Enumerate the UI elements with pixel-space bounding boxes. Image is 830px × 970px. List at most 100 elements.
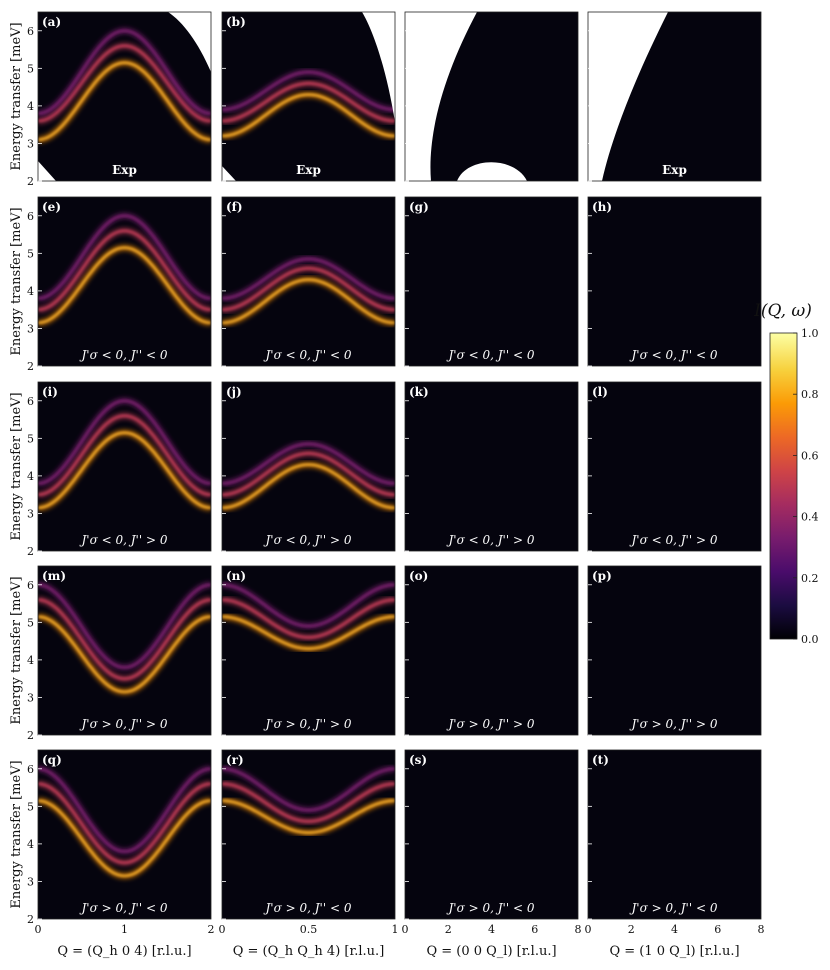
- dispersion-band: [38, 214, 211, 300]
- panel-e: (e) J'σ < 0, J'' < 0: [37, 196, 212, 367]
- panel-a: (a) Exp: [37, 11, 212, 182]
- x-tick-label: 2: [628, 923, 635, 936]
- panel-caption: J'σ > 0, J'' > 0: [446, 717, 535, 731]
- dispersion-band: [38, 583, 211, 669]
- y-axis-label: Energy transfer [meV]: [9, 207, 24, 355]
- panel-label: (e): [42, 200, 61, 214]
- y-tick-label: 2: [27, 360, 34, 373]
- panel-caption: J'σ > 0, J'' > 0: [629, 717, 718, 731]
- panel-background: [588, 750, 761, 919]
- no-coverage-mask: [588, 12, 668, 181]
- panel-label: (g): [409, 200, 429, 214]
- x-tick-label: 0: [585, 923, 592, 936]
- dispersion-band: [222, 782, 395, 823]
- dispersion-band: [38, 61, 211, 141]
- x-tick-label: 0.5: [300, 923, 318, 936]
- panel-label: (s): [409, 753, 427, 767]
- dispersion-band: [38, 44, 211, 122]
- panel-p: (p) J'σ > 0, J'' > 0: [587, 565, 762, 736]
- dispersion-band: [222, 615, 395, 650]
- panel-frame: [37, 565, 212, 736]
- dispersion-band: [222, 767, 395, 812]
- panel-background: [405, 566, 578, 735]
- dispersion-band: [38, 246, 211, 324]
- panel-caption: Exp: [296, 163, 321, 177]
- panel-frame: [37, 196, 212, 367]
- dispersion-band: [38, 615, 211, 693]
- y-tick-label: 6: [27, 579, 34, 592]
- panel-background: [405, 382, 578, 551]
- colorbar-gradient: [769, 332, 798, 640]
- panel-frame: [37, 11, 212, 182]
- x-tick-label: 1: [392, 923, 399, 936]
- panel-label: (d): [592, 15, 612, 29]
- y-tick-label: 6: [27, 25, 34, 38]
- panel-label: (j): [226, 385, 242, 399]
- y-axis-label: Energy transfer [meV]: [9, 760, 24, 908]
- y-tick-label: 3: [27, 137, 34, 150]
- colorbar-tick-label: 0.4: [801, 511, 819, 524]
- panel-label: (h): [592, 200, 612, 214]
- y-axis-label: Energy transfer [meV]: [9, 22, 24, 170]
- panel-g: (g) J'σ < 0, J'' < 0: [404, 196, 579, 367]
- panel-background: [405, 197, 578, 366]
- x-tick-label: 8: [575, 923, 582, 936]
- panel-o: (o) J'σ > 0, J'' > 0: [404, 565, 579, 736]
- panel-label: (p): [592, 569, 612, 583]
- x-axis-label: Q = (Q_h Q_h 4) [r.l.u.]: [233, 944, 385, 959]
- panel-caption: Exp: [112, 163, 137, 177]
- panel-k: (k) J'σ < 0, J'' > 0: [404, 381, 579, 552]
- dispersion-band: [38, 29, 211, 115]
- panel-background: [588, 566, 761, 735]
- dispersion-band: [222, 799, 395, 834]
- panel-frame: [404, 565, 579, 736]
- y-tick-label: 6: [27, 763, 34, 776]
- panel-frame: [221, 381, 396, 552]
- y-tick-label: 5: [27, 800, 34, 813]
- y-tick-label: 6: [27, 395, 34, 408]
- y-tick-label: 2: [27, 729, 34, 742]
- panel-frame: [404, 381, 579, 552]
- panel-caption: J'σ < 0, J'' < 0: [79, 348, 168, 362]
- panel-f: (f) J'σ < 0, J'' < 0: [221, 196, 396, 367]
- panel-n: (n) J'σ > 0, J'' > 0: [221, 565, 396, 736]
- x-tick-label: 4: [488, 923, 495, 936]
- panel-caption: J'σ > 0, J'' > 0: [79, 717, 168, 731]
- y-tick-label: 2: [27, 175, 34, 188]
- y-tick-label: 2: [27, 545, 34, 558]
- panel-frame: [587, 196, 762, 367]
- dispersion-band: [222, 442, 395, 485]
- dispersion-band: [222, 583, 395, 628]
- panel-background: [38, 750, 211, 919]
- no-coverage-mask: [457, 162, 527, 181]
- panel-frame: [221, 749, 396, 920]
- y-tick-label: 4: [27, 838, 34, 851]
- panel-label: (b): [226, 15, 246, 29]
- dispersion-band: [38, 782, 211, 864]
- panel-frame: [587, 381, 762, 552]
- panel-c: (c) Exp: [404, 11, 579, 182]
- x-tick-label: 0: [219, 923, 226, 936]
- y-tick-label: 4: [27, 470, 34, 483]
- panel-caption: J'σ < 0, J'' > 0: [263, 533, 352, 547]
- dispersion-band: [222, 463, 395, 509]
- x-axis-label: Q = (Q_h 0 4) [r.l.u.]: [57, 944, 191, 959]
- x-tick-label: 4: [671, 923, 678, 936]
- panel-b: (b) Exp: [221, 11, 396, 182]
- panel-label: (m): [42, 569, 66, 583]
- colorbar-tick-label: 1.0: [801, 327, 819, 340]
- dispersion-band: [38, 767, 211, 853]
- panel-d: (d) Exp: [587, 11, 762, 182]
- panel-caption: Exp: [662, 163, 687, 177]
- panel-frame: [221, 565, 396, 736]
- y-tick-label: 5: [27, 247, 34, 260]
- panel-label: (r): [226, 753, 244, 767]
- dispersion-band: [222, 278, 395, 324]
- no-coverage-mask: [38, 161, 56, 181]
- panel-l: (l) J'σ < 0, J'' > 0: [587, 381, 762, 552]
- dispersion-band: [38, 431, 211, 509]
- panel-frame: [221, 196, 396, 367]
- y-tick-label: 4: [27, 285, 34, 298]
- x-axis-label: Q = (1 0 Q_l) [r.l.u.]: [609, 944, 739, 959]
- panel-r: (r) J'σ > 0, J'' < 0: [221, 749, 396, 920]
